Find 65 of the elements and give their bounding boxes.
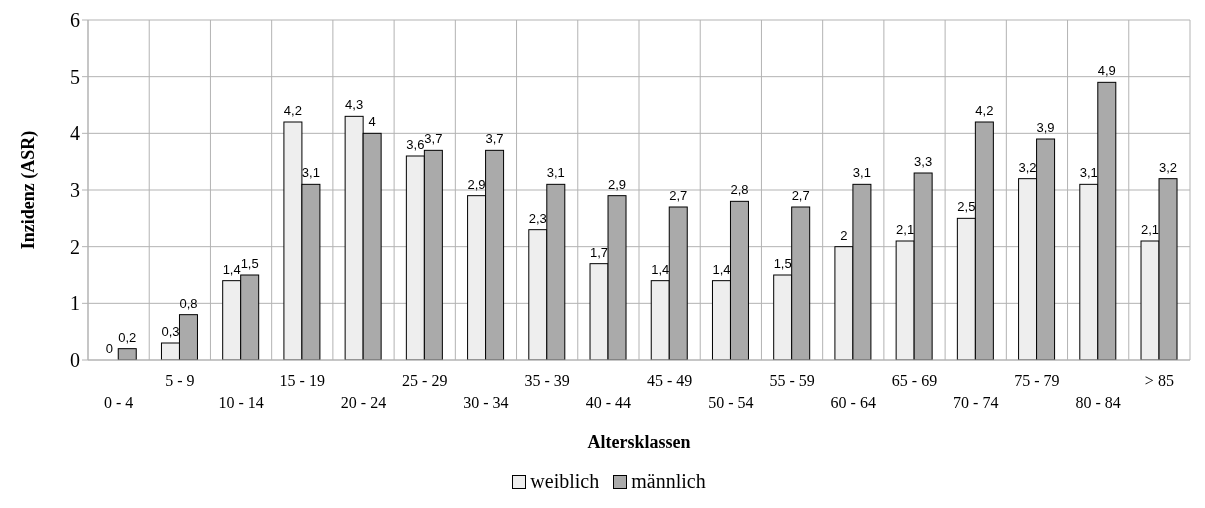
y-tick-label: 5: [70, 65, 80, 88]
x-tick-label: 30 - 34: [463, 394, 509, 411]
data-label: 3,1: [852, 165, 871, 181]
y-tick-label: 0: [70, 349, 80, 372]
x-tick-label: 25 - 29: [402, 372, 448, 389]
data-label: 1,7: [589, 244, 609, 260]
data-label: 3,3: [914, 154, 933, 169]
data-label: 4: [368, 114, 376, 130]
data-label: 3,7: [424, 131, 443, 147]
x-tick-label: 40 - 44: [585, 394, 632, 411]
x-tick-label: 0 - 4: [103, 394, 134, 411]
data-label: 0,3: [161, 324, 180, 339]
x-tick-label: > 85: [1144, 372, 1174, 389]
data-label: 4,9: [1097, 63, 1116, 79]
x-tick-label: 5 - 9: [165, 372, 195, 389]
x-tick-label: 75 - 79: [1014, 372, 1060, 389]
data-label: 2,7: [669, 188, 688, 203]
data-label: 2,5: [957, 199, 976, 215]
y-tick-label: 3: [70, 179, 80, 202]
x-tick-label: 20 - 24: [340, 394, 387, 411]
data-label: 2: [840, 227, 848, 243]
data-label: 3,2: [1018, 159, 1037, 175]
data-label: 4,2: [283, 103, 302, 118]
data-label: 3,2: [1158, 159, 1178, 175]
x-tick-label: 45 - 49: [646, 372, 693, 389]
x-axis-title: Altersklassen: [587, 432, 691, 452]
y-tick-label: 1: [70, 292, 80, 315]
data-label: 3,1: [301, 165, 320, 181]
data-label: 2,3: [528, 210, 547, 226]
data-label: 1,4: [222, 261, 241, 277]
data-label: 2,7: [791, 188, 810, 203]
x-tick-label: 15 - 19: [279, 372, 325, 389]
data-label: 3,1: [1079, 165, 1098, 181]
data-label: 2,1: [1140, 222, 1160, 237]
data-label: 4,3: [345, 97, 364, 113]
x-tick-label: 70 - 74: [953, 394, 999, 411]
x-tick-label: 65 - 69: [891, 372, 938, 389]
x-tick-label: 50 - 54: [708, 394, 754, 411]
data-label: 3,9: [1036, 120, 1055, 135]
data-label: 2,9: [607, 176, 627, 192]
x-tick-label: 55 - 59: [769, 372, 815, 389]
y-axis-title: Inzidenz (ASR): [18, 130, 40, 250]
legend-label: weiblich: [530, 470, 600, 493]
data-label: 3,7: [485, 131, 504, 147]
y-tick-label: 6: [70, 9, 80, 32]
data-label: 1,4: [712, 261, 731, 277]
data-label: 0,2: [118, 329, 137, 345]
data-label: 1,5: [773, 256, 792, 271]
data-label: 2,9: [467, 176, 486, 192]
data-label: 0,8: [179, 295, 198, 311]
data-label: 2,1: [896, 222, 915, 237]
data-label: 3,1: [546, 165, 565, 181]
data-label: 2,8: [730, 182, 749, 198]
x-tick-label: 10 - 14: [218, 394, 264, 411]
data-label: 4,2: [975, 103, 994, 118]
x-tick-label: 35 - 39: [524, 372, 570, 389]
data-label: 1,5: [240, 256, 259, 271]
legend-label: männlich: [631, 470, 706, 493]
y-tick-label: 2: [70, 235, 80, 258]
y-tick-label: 4: [70, 122, 80, 145]
x-tick-label: 80 - 84: [1075, 394, 1121, 411]
data-label: 0: [105, 341, 113, 356]
data-label: 1,4: [651, 261, 670, 277]
x-tick-label: 60 - 64: [830, 394, 876, 411]
data-label: 3,6: [406, 137, 425, 152]
